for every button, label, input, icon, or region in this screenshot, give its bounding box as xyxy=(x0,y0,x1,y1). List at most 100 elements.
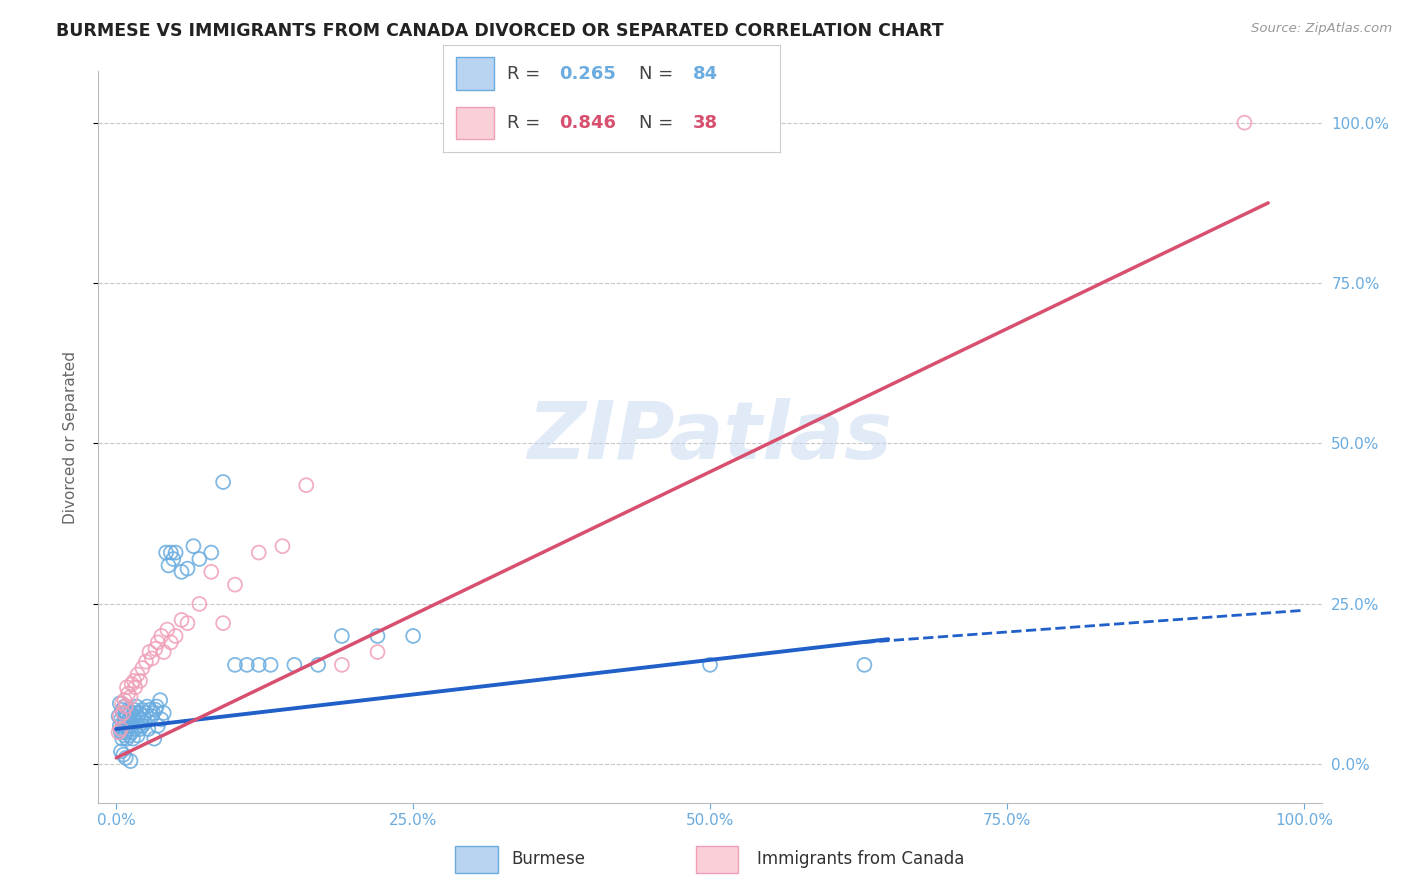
Point xyxy=(152,706,174,720)
Point xyxy=(188,597,211,611)
Point xyxy=(114,751,136,765)
Text: N =: N = xyxy=(638,64,679,82)
Point xyxy=(150,629,173,643)
Point xyxy=(853,657,876,672)
FancyBboxPatch shape xyxy=(696,847,738,873)
Y-axis label: Divorced or Separated: Divorced or Separated xyxy=(63,351,77,524)
Point xyxy=(110,744,132,758)
Point xyxy=(122,712,145,726)
Point xyxy=(121,725,143,739)
Point xyxy=(124,706,146,720)
Point xyxy=(160,635,183,649)
Point xyxy=(146,635,169,649)
Point xyxy=(135,706,157,720)
Point xyxy=(110,725,132,739)
Point xyxy=(124,681,146,695)
Point xyxy=(200,565,222,579)
Point xyxy=(146,719,169,733)
Point xyxy=(176,561,198,575)
Point xyxy=(699,657,721,672)
Point xyxy=(128,719,150,733)
Point xyxy=(155,545,177,559)
Point xyxy=(107,725,129,739)
Point xyxy=(117,719,139,733)
Point xyxy=(138,703,160,717)
Point xyxy=(120,690,142,704)
Point xyxy=(366,645,388,659)
Point xyxy=(121,715,143,730)
Text: 0.846: 0.846 xyxy=(560,114,616,132)
Point xyxy=(136,722,159,736)
Point xyxy=(170,613,193,627)
Point xyxy=(295,478,318,492)
Point xyxy=(129,706,152,720)
Point xyxy=(108,719,131,733)
Point xyxy=(149,693,172,707)
Point xyxy=(247,545,270,559)
Point xyxy=(127,709,149,723)
Point xyxy=(114,706,136,720)
Point xyxy=(121,677,143,691)
Point xyxy=(176,616,198,631)
Point xyxy=(125,715,148,730)
Point xyxy=(145,699,167,714)
Text: R =: R = xyxy=(508,64,546,82)
Point xyxy=(143,731,166,746)
Point xyxy=(142,706,165,720)
Point xyxy=(152,645,174,659)
Point xyxy=(114,725,136,739)
Text: N =: N = xyxy=(638,114,679,132)
Point xyxy=(118,712,141,726)
Text: ZIPatlas: ZIPatlas xyxy=(527,398,893,476)
Point xyxy=(127,667,149,681)
Point xyxy=(117,687,139,701)
Point xyxy=(120,754,142,768)
Point xyxy=(135,655,157,669)
Point xyxy=(114,693,136,707)
Point xyxy=(134,715,156,730)
Text: Immigrants from Canada: Immigrants from Canada xyxy=(756,849,965,868)
Point xyxy=(114,712,136,726)
Point xyxy=(283,657,305,672)
Point xyxy=(115,731,138,746)
Point xyxy=(162,552,184,566)
Point xyxy=(110,722,132,736)
Point xyxy=(124,722,146,736)
Point xyxy=(141,709,163,723)
Point xyxy=(118,728,141,742)
Point xyxy=(160,545,183,559)
Point xyxy=(131,661,153,675)
Point xyxy=(132,709,155,723)
Point xyxy=(115,709,138,723)
Point xyxy=(121,731,143,746)
Point xyxy=(330,657,353,672)
Point xyxy=(259,657,281,672)
Point xyxy=(131,719,153,733)
Text: 38: 38 xyxy=(693,114,717,132)
Point xyxy=(112,719,135,733)
FancyBboxPatch shape xyxy=(457,57,494,89)
Point xyxy=(129,712,152,726)
Point xyxy=(188,552,211,566)
Point xyxy=(366,629,388,643)
FancyBboxPatch shape xyxy=(456,847,498,873)
Point xyxy=(129,722,152,736)
Point xyxy=(200,545,222,559)
Point xyxy=(170,565,193,579)
Point xyxy=(114,715,136,730)
Point xyxy=(112,706,135,720)
Point xyxy=(145,703,167,717)
Point xyxy=(115,681,138,695)
Point xyxy=(150,712,173,726)
Point xyxy=(121,709,143,723)
Point xyxy=(122,703,145,717)
Point xyxy=(136,699,159,714)
Point xyxy=(330,629,353,643)
Point xyxy=(112,747,135,762)
Point xyxy=(111,731,134,746)
Point xyxy=(156,623,179,637)
Point xyxy=(212,475,235,489)
Point xyxy=(110,712,132,726)
Point xyxy=(157,558,180,573)
Point xyxy=(402,629,425,643)
